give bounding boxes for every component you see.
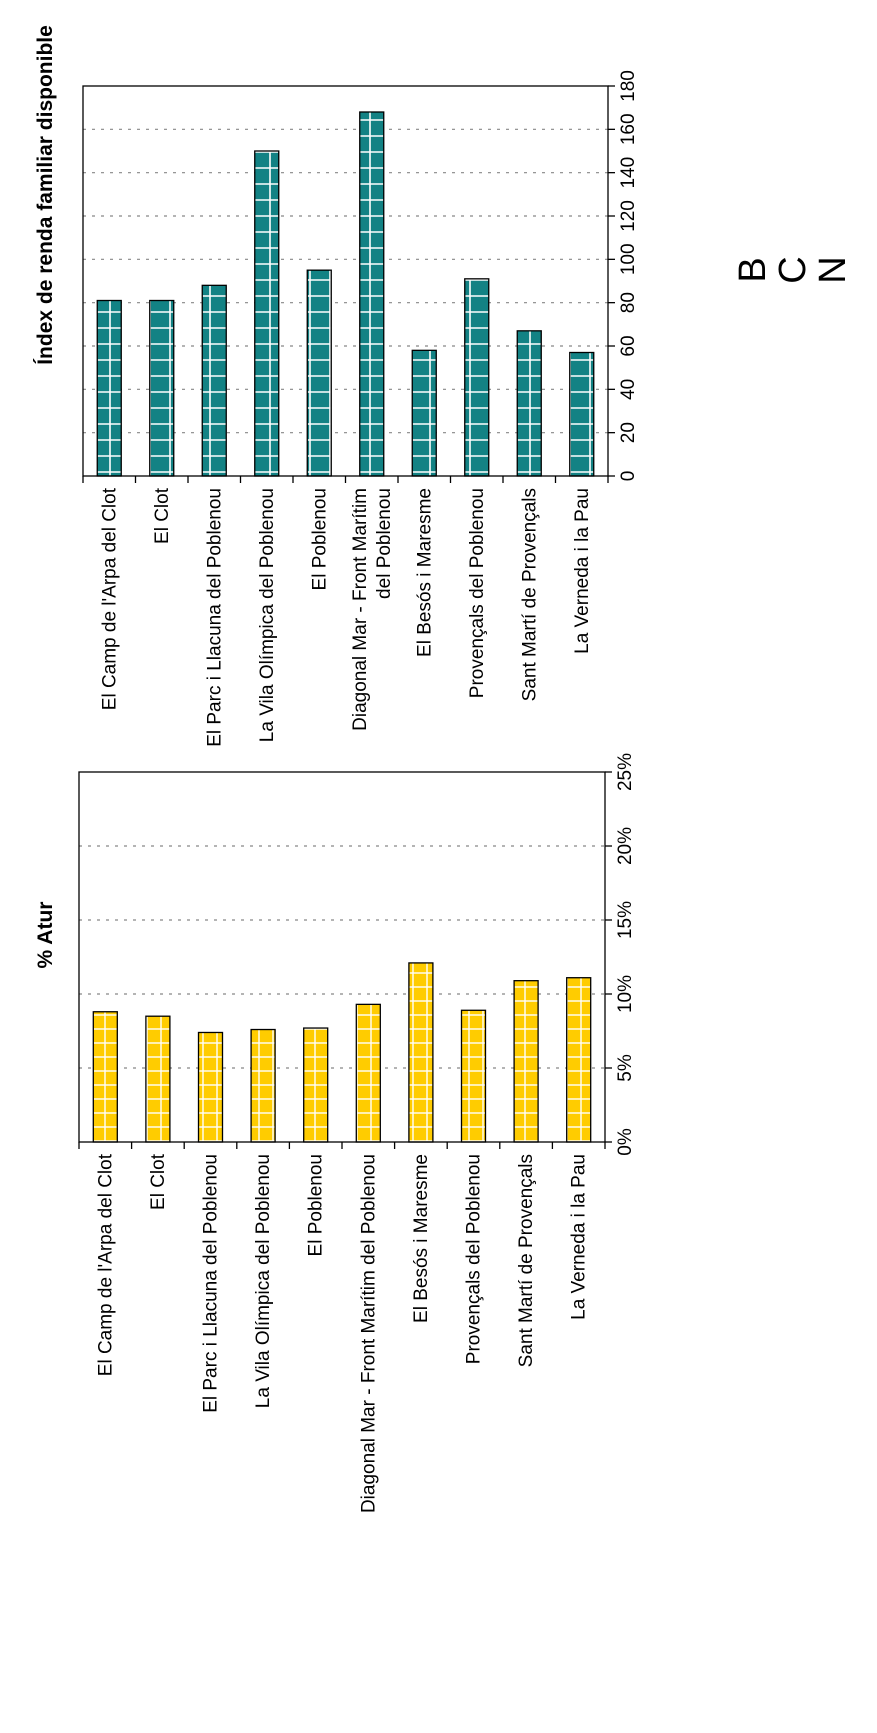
renda-category-label: La Vila Olímpica del Poblenou [257,488,278,742]
atur-chart: % Atur 0% 5% 10% 15% 20% 25% El Camp de l'Arp… [34,753,636,1513]
renda-category-labels: El Camp de l'Arpa del Clot El Clot El Parc… [99,487,593,747]
renda-category-label: El Besós i Maresme [414,488,435,657]
renda-category-label: El Poblenou [309,488,330,590]
atur-bar [355,1003,381,1143]
renda-tick-labels: 0 20 40 60 80 100 120 140 160 180 [618,70,639,481]
atur-gridlines [79,845,605,1069]
atur-bar [460,1009,487,1143]
atur-tick-label: 25% [615,753,636,791]
atur-bar [92,1011,118,1143]
renda-bar [306,269,332,477]
renda-category-label: El Camp de l'Arpa del Clot [99,487,120,710]
renda-category-label: La Verneda i la Pau [572,488,593,654]
side-letters: BCN [732,256,854,283]
renda-gridlines [83,128,608,434]
renda-tick-label: 120 [618,200,639,232]
renda-axes [82,85,615,483]
renda-bar [359,111,385,477]
atur-bar [250,1028,276,1143]
renda-tick-label: 80 [618,292,639,313]
renda-bar [569,351,595,477]
renda-bar [516,330,542,477]
atur-bar [513,980,539,1143]
side-letter-n: N [812,256,854,283]
atur-tick-label: 15% [615,901,636,939]
renda-bar [254,150,280,477]
renda-bar [96,299,122,477]
renda-chart: Índex de renda familiar disponible 0 20 40… [34,25,639,747]
renda-tick-label: 0 [618,471,639,482]
atur-bar [197,1031,224,1143]
atur-tick-label: 20% [615,827,636,865]
atur-tick-label: 5% [615,1054,636,1082]
renda-tick-label: 60 [618,335,639,356]
renda-chart-title: Índex de renda familiar disponible [34,25,57,365]
atur-category-label: Provençals del Poblenou [464,1154,485,1364]
renda-category-label: Diagonal Mar - Front Marítim [350,488,371,731]
atur-axes [78,771,612,1149]
atur-category-label: La Verneda i la Pau [569,1154,590,1320]
renda-category-label: El Clot [152,487,173,544]
renda-category-label: del Poblenou [374,488,395,599]
renda-tick-label: 40 [618,379,639,400]
renda-bar [201,284,227,477]
atur-bar [303,1027,329,1143]
renda-bar [149,299,175,477]
atur-category-label: El Parc i Llacuna del Poblenou [201,1154,222,1413]
atur-category-label: Sant Martí de Provençals [516,1154,537,1367]
side-letter-b: B [732,257,774,282]
atur-category-label: El Camp de l'Arpa del Clot [95,1153,116,1376]
atur-category-label: Diagonal Mar - Front Marítim del Pobleno… [358,1154,379,1513]
renda-tick-label: 180 [618,70,639,102]
renda-category-label: Sant Martí de Provençals [519,488,540,701]
renda-tick-label: 100 [618,243,639,275]
atur-tick-label: 0% [615,1128,636,1156]
atur-category-label: El Poblenou [306,1154,327,1256]
renda-tick-label: 160 [618,113,639,145]
renda-bar [411,349,437,477]
atur-category-label: El Clot [148,1153,169,1210]
atur-chart-title: % Atur [34,902,57,969]
atur-tick-labels: 0% 5% 10% 15% 20% 25% [615,753,636,1156]
atur-bars [92,962,592,1143]
atur-tick-label: 10% [615,975,636,1013]
renda-category-label: El Parc i Llacuna del Poblenou [204,488,225,747]
atur-bar [408,962,434,1143]
atur-bar [145,1015,171,1143]
renda-category-label: Provençals del Poblenou [467,488,488,698]
renda-bar [464,278,490,477]
atur-category-labels: El Camp de l'Arpa del Clot El Clot El Parc… [95,1153,589,1513]
atur-category-label: La Vila Olímpica del Poblenou [253,1154,274,1408]
renda-bars [96,111,595,477]
side-letter-c: C [772,256,814,283]
atur-category-label: El Besós i Maresme [411,1154,432,1323]
atur-bar [566,977,592,1143]
renda-tick-label: 140 [618,157,639,189]
renda-tick-label: 20 [618,422,639,443]
